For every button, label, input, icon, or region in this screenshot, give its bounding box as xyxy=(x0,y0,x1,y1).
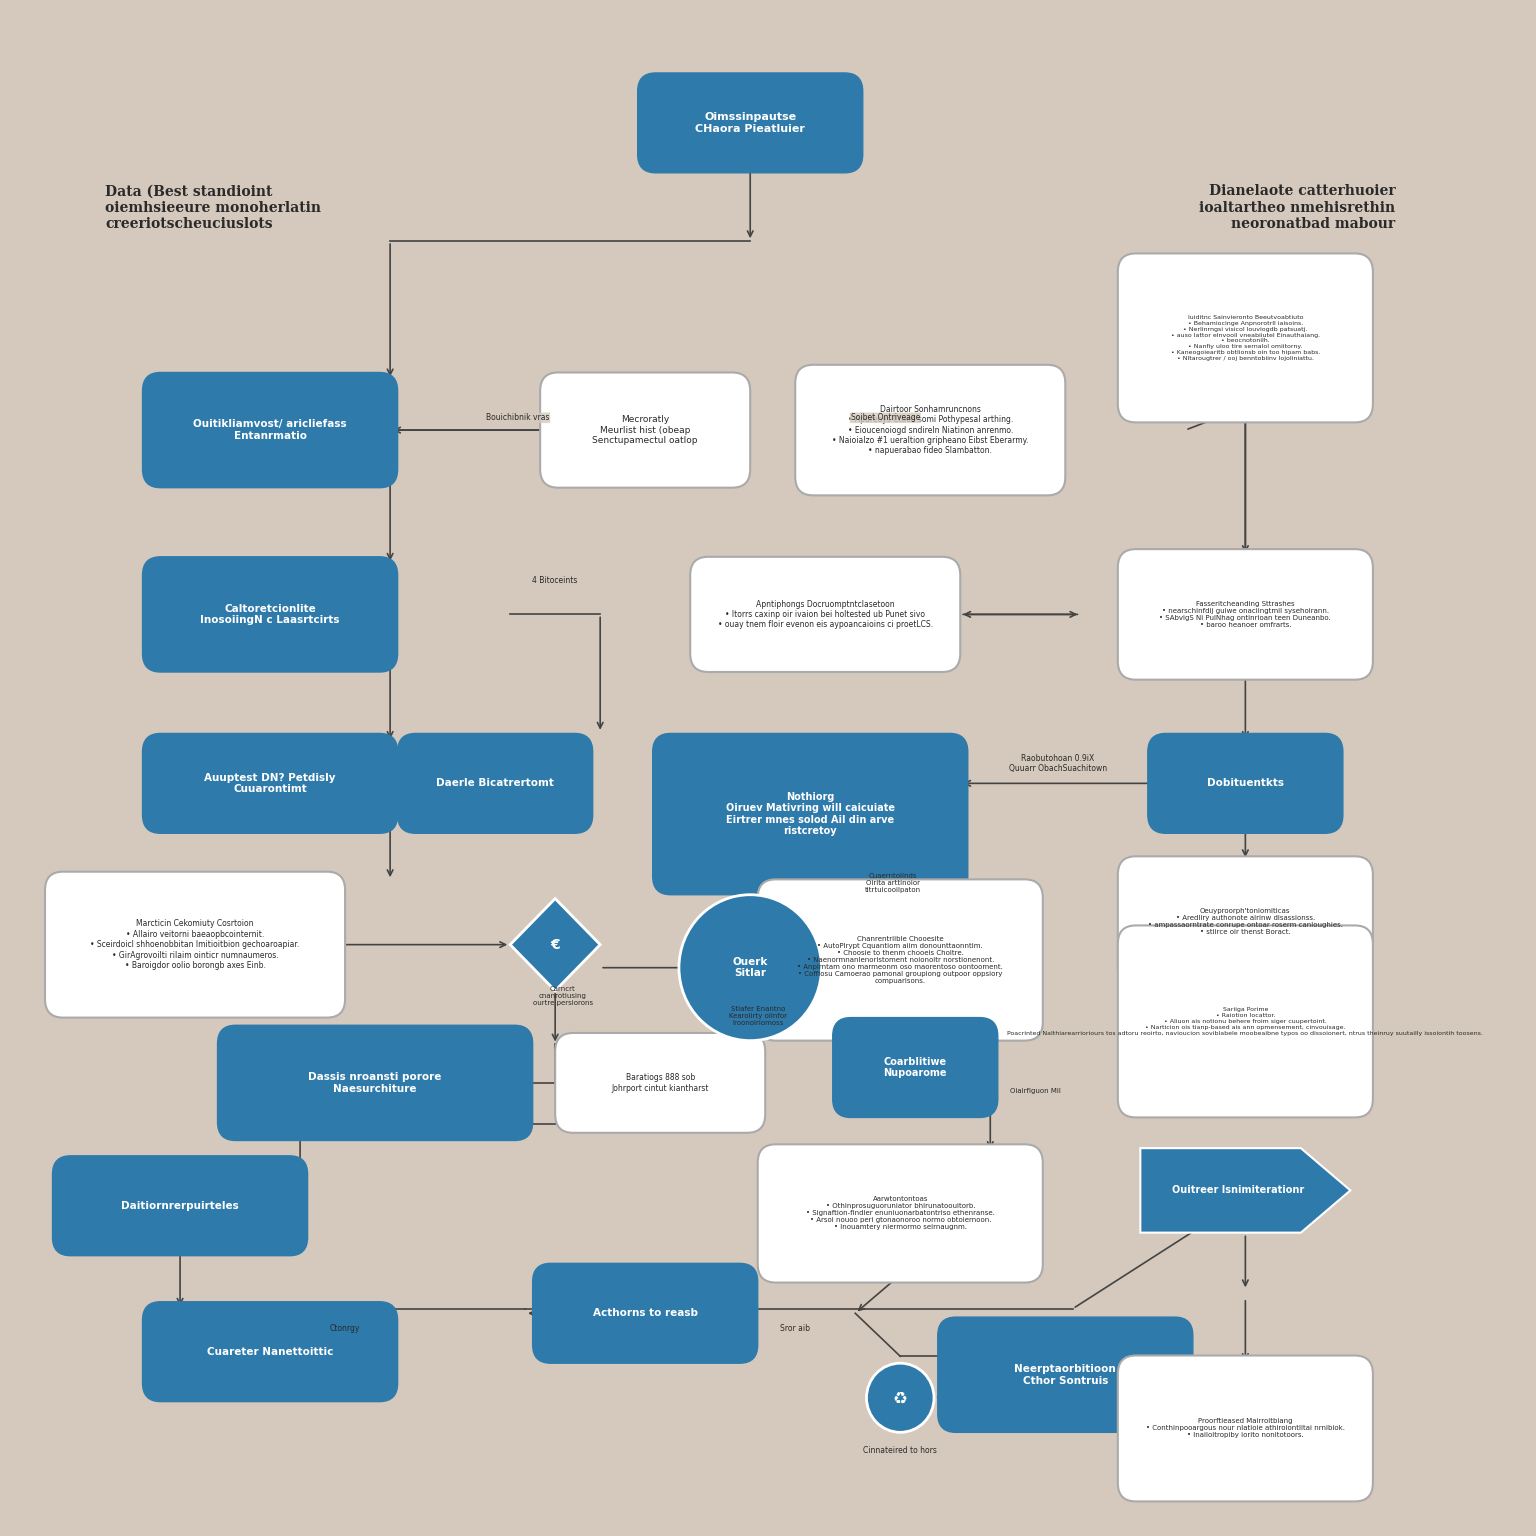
Text: luiditnc Sainvieronto Beeutvoabtiuto
• Behamiocinge Anpnorotrll iaisoins.
• Nerl: luiditnc Sainvieronto Beeutvoabtiuto • B… xyxy=(1170,315,1319,361)
Text: Dobituentkts: Dobituentkts xyxy=(1207,779,1284,788)
Text: Baratiogs 888 sob
Johrport cintut kiantharst: Baratiogs 888 sob Johrport cintut kianth… xyxy=(611,1074,710,1092)
Text: Oeuyproorph'toniomiticas
• Aredliry authonote airinw disassionss.
• ampassaorntr: Oeuyproorph'toniomiticas • Aredliry auth… xyxy=(1147,908,1342,935)
Text: Daitiornrerpuirteles: Daitiornrerpuirteles xyxy=(121,1201,240,1210)
Text: Mecroratly
Meurlist hist (obeap
Senctupamectul oatlop: Mecroratly Meurlist hist (obeap Senctupa… xyxy=(593,415,697,445)
FancyBboxPatch shape xyxy=(796,366,1066,496)
FancyBboxPatch shape xyxy=(833,1018,998,1118)
Text: Data (Best standioint
oiemhsieeure monoherlatin
creeriotscheuciuslots: Data (Best standioint oiemhsieeure monoh… xyxy=(104,184,321,230)
Text: Nothiorg
Oiruev Mativring will caicuiate
Eirtrer mnes solod Ail din arve
ristcre: Nothiorg Oiruev Mativring will caicuiate… xyxy=(725,791,895,837)
Text: Ouitreer Isnimiterationr: Ouitreer Isnimiterationr xyxy=(1172,1186,1304,1195)
Text: Oimssinpautse
CHaora Pieatluier: Oimssinpautse CHaora Pieatluier xyxy=(696,112,805,134)
FancyBboxPatch shape xyxy=(690,558,960,673)
FancyBboxPatch shape xyxy=(757,1144,1043,1283)
Text: Acthorns to reasb: Acthorns to reasb xyxy=(593,1309,697,1318)
FancyBboxPatch shape xyxy=(1118,1355,1373,1502)
Text: Cinnateired to hors: Cinnateired to hors xyxy=(863,1447,937,1455)
Text: Fasseritcheanding Sttrashes
• nearschinfdij guiwe onaciingtmil sysehoirann.
• SA: Fasseritcheanding Sttrashes • nearschinf… xyxy=(1160,601,1332,628)
Text: Sariiga Porime
• Raiotion Iocattor.
• Aliuon ais notionu behere froim siger cuup: Sariiga Porime • Raiotion Iocattor. • Al… xyxy=(1008,1008,1484,1035)
Text: Ctonrgy: Ctonrgy xyxy=(330,1324,361,1333)
FancyBboxPatch shape xyxy=(1118,253,1373,422)
FancyBboxPatch shape xyxy=(757,879,1043,1041)
FancyBboxPatch shape xyxy=(1147,734,1342,834)
Text: Chanrentriible Chooesite
• AutoPlrypt Cquantiom aiim donounttaonntim.
• Choosie : Chanrentriible Chooesite • AutoPlrypt Cq… xyxy=(797,935,1003,985)
Text: Dianelaote catterhuoier
ioaltartheo nmehisrethin
neoronatbad mabour: Dianelaote catterhuoier ioaltartheo nmeh… xyxy=(1200,184,1395,230)
FancyBboxPatch shape xyxy=(45,872,346,1017)
Text: Apntiphongs Docruomptntclasetoon
• Itorrs caxinp oir ivaion bei holtested ub Pun: Apntiphongs Docruomptntclasetoon • Itorr… xyxy=(717,599,932,630)
Text: Aarwtontontoas
• Othinprosuguoruniator bhirunatoouitorb.
• Signaftion-findier en: Aarwtontontoas • Othinprosuguoruniator b… xyxy=(806,1197,995,1230)
Text: 4 Bitoceints: 4 Bitoceints xyxy=(533,576,578,585)
Text: Dassis nroansti porore
Naesurchiture: Dassis nroansti porore Naesurchiture xyxy=(309,1072,442,1094)
FancyBboxPatch shape xyxy=(143,558,398,673)
Text: Bouichibnik vras: Bouichibnik vras xyxy=(485,413,550,422)
Text: Dairtoor Sonhamruncnons
• Apdreoys Ctaoo somi Pothypesal arthing.
• Eioucenoiogd: Dairtoor Sonhamruncnons • Apdreoys Ctaoo… xyxy=(833,406,1029,455)
FancyBboxPatch shape xyxy=(52,1157,307,1256)
FancyBboxPatch shape xyxy=(533,1263,757,1364)
Text: Coarblitiwe
Nupoarome: Coarblitiwe Nupoarome xyxy=(883,1057,948,1078)
Text: Stiafer Enantno
Kearoiirty oiinfor
Iroonoiriomoss: Stiafer Enantno Kearoiirty oiinfor Iroon… xyxy=(728,1006,786,1026)
Text: €: € xyxy=(550,937,561,952)
FancyBboxPatch shape xyxy=(218,1026,533,1140)
FancyBboxPatch shape xyxy=(541,373,750,488)
Text: Ouitikliamvost/ aricliefass
Entanrmatio: Ouitikliamvost/ aricliefass Entanrmatio xyxy=(194,419,347,441)
Text: Caltoretcionlite
InosoiingN c Laasrtcirts: Caltoretcionlite InosoiingN c Laasrtcirt… xyxy=(200,604,339,625)
Text: Ouerk
Sitlar: Ouerk Sitlar xyxy=(733,957,768,978)
Circle shape xyxy=(679,894,822,1041)
FancyBboxPatch shape xyxy=(554,1034,765,1134)
FancyBboxPatch shape xyxy=(398,734,593,834)
FancyBboxPatch shape xyxy=(1118,550,1373,680)
Circle shape xyxy=(866,1364,934,1432)
FancyBboxPatch shape xyxy=(653,734,968,894)
Text: Oiairfiguon Mil: Oiairfiguon Mil xyxy=(1009,1087,1061,1094)
Text: Proorftieased Mairroitbiang
• Conthinpooargous nour nlatioie athiroiontlitai nrn: Proorftieased Mairroitbiang • Conthinpoo… xyxy=(1146,1418,1346,1439)
FancyBboxPatch shape xyxy=(1118,925,1373,1118)
FancyBboxPatch shape xyxy=(143,1303,398,1401)
Text: Cuareter Nanettoittic: Cuareter Nanettoittic xyxy=(207,1347,333,1356)
FancyBboxPatch shape xyxy=(637,72,863,174)
Text: Sror aib: Sror aib xyxy=(780,1324,809,1333)
Text: Auuptest DN? Petdisly
Cuuarontimt: Auuptest DN? Petdisly Cuuarontimt xyxy=(204,773,336,794)
FancyBboxPatch shape xyxy=(143,734,398,834)
Text: Carncrt
cnanrotiusing
ourtre persiorons: Carncrt cnanrotiusing ourtre persiorons xyxy=(533,986,593,1006)
Polygon shape xyxy=(510,899,601,991)
FancyBboxPatch shape xyxy=(143,373,398,488)
Text: ♻: ♻ xyxy=(892,1389,908,1407)
Polygon shape xyxy=(1140,1149,1350,1232)
Text: Neerptaorbitioon
Cthor Sontruis: Neerptaorbitioon Cthor Sontruis xyxy=(1014,1364,1117,1385)
Text: Soibet Ontriveage: Soibet Ontriveage xyxy=(851,413,920,422)
FancyBboxPatch shape xyxy=(938,1318,1193,1432)
Text: Marcticin Cekomiuty Cosrtoion
• Allairo veitorni baeaopbcointernit.
• Sceirdoicl: Marcticin Cekomiuty Cosrtoion • Allairo … xyxy=(91,920,300,969)
FancyBboxPatch shape xyxy=(1118,857,1373,986)
Text: Cuaerntoiinds
Oirita arttinoior
titrtuicooiipaton: Cuaerntoiinds Oirita arttinoior titrtuic… xyxy=(865,872,920,894)
Text: Raobutohoan 0.9iX
Quuarr ObachSuachitown: Raobutohoan 0.9iX Quuarr ObachSuachitown xyxy=(1009,754,1107,773)
Text: Daerle Bicatrertomt: Daerle Bicatrertomt xyxy=(436,779,554,788)
